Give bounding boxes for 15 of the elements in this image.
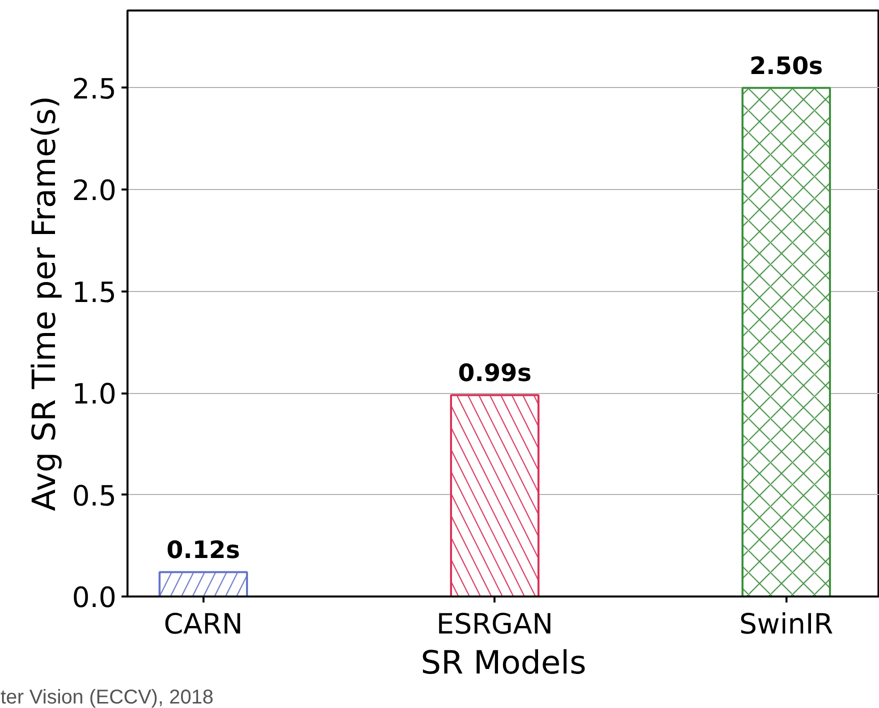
data-label: 0.12s: [166, 536, 240, 564]
x-tick-label: ESRGAN: [436, 608, 554, 640]
x-tick-label: SwinIR: [739, 608, 834, 640]
y-tick-label: 2.0: [72, 174, 116, 208]
y-tick-label: 0.5: [72, 479, 116, 512]
y-tick-label: 2.5: [72, 72, 116, 106]
x-axis-title: SR Models: [420, 644, 586, 682]
y-tick-label: 0.0: [72, 581, 116, 614]
data-label: 0.99s: [458, 359, 532, 388]
x-tick-label: CARN: [164, 608, 243, 640]
data-label: 2.50s: [749, 52, 823, 80]
text: ter Vision (ECCV), 2018: [0, 686, 214, 708]
y-axis-title: Avg SR Time per Frame(s): [24, 96, 63, 512]
y-tick-label: 1.0: [72, 378, 116, 411]
y-tick-label: 1.5: [72, 276, 116, 309]
